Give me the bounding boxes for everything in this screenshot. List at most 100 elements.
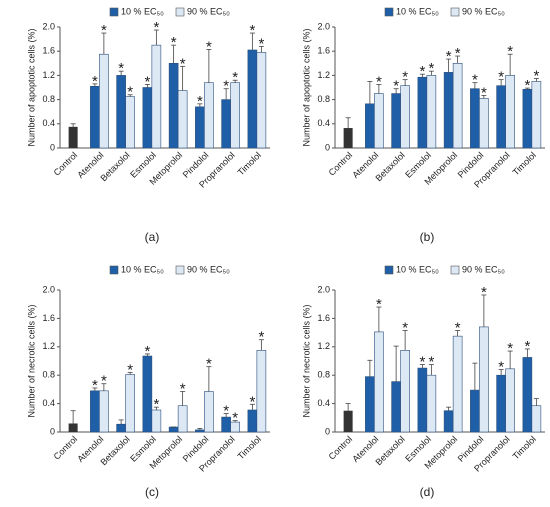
- legend-swatch: [109, 265, 119, 275]
- bar: [400, 85, 410, 149]
- significance-marker: *: [180, 55, 186, 72]
- y-tick-label: 0: [325, 426, 330, 436]
- bar: [195, 429, 205, 433]
- legend-label: 10 % EC₅₀: [396, 6, 439, 16]
- x-tick-label: Timolol: [511, 150, 538, 177]
- bar: [142, 87, 153, 149]
- significance-marker: *: [127, 361, 133, 378]
- x-tick-label: Betaxolol: [98, 150, 131, 183]
- y-tick-label: 2.0: [317, 284, 330, 294]
- control-bar: [343, 128, 353, 148]
- y-tick-label: 1.6: [317, 46, 330, 56]
- significance-marker: *: [118, 60, 124, 77]
- significance-marker: *: [419, 63, 425, 80]
- y-tick-label: 0: [325, 142, 330, 152]
- bar: [204, 82, 214, 149]
- x-tick-label: Timolol: [236, 150, 263, 177]
- legend-swatch: [450, 7, 460, 17]
- significance-marker: *: [472, 72, 478, 89]
- significance-marker: *: [232, 410, 238, 427]
- significance-marker: *: [101, 22, 107, 39]
- significance-marker: *: [206, 38, 212, 55]
- significance-marker: *: [507, 340, 513, 357]
- bar: [522, 89, 533, 149]
- bar: [177, 405, 188, 433]
- y-tick-label: 1.2: [317, 341, 330, 351]
- y-tick-label: 2.0: [317, 21, 330, 31]
- bar: [400, 350, 410, 433]
- x-tick-label: Timolol: [511, 434, 538, 461]
- significance-marker: *: [498, 69, 504, 86]
- bar: [522, 357, 533, 433]
- bar: [496, 374, 506, 433]
- y-tick-label: 0.4: [317, 398, 330, 408]
- bar: [479, 326, 489, 433]
- significance-marker: *: [446, 48, 452, 65]
- significance-marker: *: [153, 396, 159, 413]
- bar: [151, 409, 162, 433]
- bar: [247, 409, 258, 433]
- significance-marker: *: [197, 93, 203, 110]
- y-tick-label: 0: [50, 426, 55, 436]
- bar: [125, 96, 135, 149]
- bar: [168, 426, 179, 433]
- significance-marker: *: [206, 356, 212, 373]
- control-bar: [68, 126, 78, 148]
- bar: [443, 410, 454, 433]
- bar: [116, 75, 126, 149]
- bar: [452, 62, 463, 149]
- legend-label: 10 % EC₅₀: [396, 264, 439, 274]
- bar: [479, 98, 489, 149]
- significance-marker: *: [376, 73, 382, 90]
- bar: [125, 374, 135, 433]
- legend-swatch: [175, 7, 185, 17]
- bar: [496, 85, 506, 149]
- y-tick-label: 0.4: [42, 118, 55, 128]
- panel-label: (a): [145, 230, 160, 244]
- significance-marker: *: [180, 380, 186, 397]
- significance-marker: *: [524, 338, 530, 355]
- x-tick-label: Timolol: [236, 434, 263, 461]
- bar: [204, 391, 214, 433]
- bar: [177, 90, 188, 149]
- significance-marker: *: [223, 403, 229, 420]
- significance-marker: *: [249, 393, 255, 410]
- significance-marker: *: [144, 343, 150, 360]
- bar: [391, 93, 401, 149]
- bar: [365, 376, 375, 433]
- legend-swatch: [384, 265, 394, 275]
- y-tick-label: 0.8: [42, 94, 55, 104]
- significance-marker: *: [455, 45, 461, 62]
- legend-label: 90 % EC₅₀: [187, 6, 230, 16]
- x-tick-label: Betaxolol: [98, 434, 131, 467]
- bar: [470, 389, 480, 433]
- bar: [391, 381, 401, 433]
- y-axis-label: Number of necrotic cells (%): [301, 304, 311, 417]
- bar: [116, 423, 126, 433]
- significance-marker: *: [533, 67, 539, 84]
- significance-marker: *: [232, 69, 238, 86]
- panel-label: (b): [420, 230, 435, 244]
- bar: [374, 331, 384, 433]
- significance-marker: *: [428, 60, 434, 77]
- significance-marker: *: [507, 43, 513, 60]
- y-axis-label: Number of apoptotic cells (%): [26, 28, 36, 146]
- significance-marker: *: [258, 35, 264, 52]
- legend-swatch: [175, 265, 185, 275]
- significance-marker: *: [419, 354, 425, 371]
- bar: [374, 93, 384, 149]
- bar: [151, 44, 162, 149]
- bar: [247, 49, 258, 149]
- control-bar: [343, 410, 353, 432]
- y-tick-label: 0: [50, 142, 55, 152]
- legend-label: 10 % EC₅₀: [121, 264, 164, 274]
- y-tick-label: 0.8: [317, 94, 330, 104]
- legend-label: 90 % EC₅₀: [462, 264, 505, 274]
- bar: [443, 72, 454, 149]
- y-tick-label: 1.2: [317, 70, 330, 80]
- bar: [142, 355, 153, 433]
- bar: [256, 350, 267, 433]
- significance-marker: *: [92, 73, 98, 90]
- y-tick-label: 0.8: [317, 370, 330, 380]
